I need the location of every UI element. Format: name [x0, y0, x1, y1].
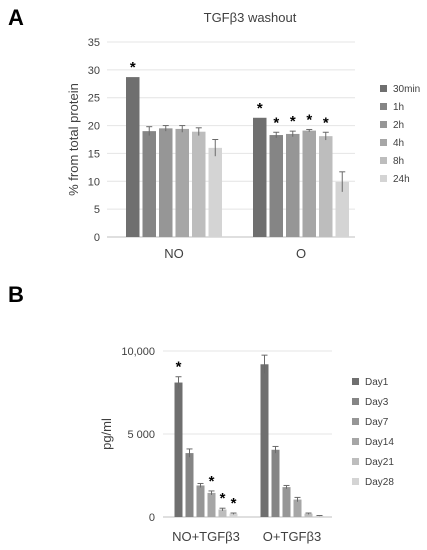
- panel-b-letter: B: [8, 282, 24, 307]
- legend-label: 24h: [393, 174, 410, 185]
- legend-swatch: [380, 157, 387, 164]
- y-tick-label: 5 000: [127, 429, 155, 441]
- bar-day28-1: [229, 513, 238, 517]
- significance-star: *: [323, 114, 329, 131]
- y-tick-label: 15: [88, 148, 100, 160]
- bar-8h-2: [319, 136, 333, 237]
- bar-30min-2: [253, 117, 267, 237]
- legend-label: 8h: [393, 156, 404, 167]
- bar-4h-2: [302, 130, 316, 237]
- legend-label: 4h: [393, 138, 404, 149]
- y-tick-label: 35: [88, 37, 100, 49]
- bar-day14-2: [293, 499, 302, 517]
- bar-day14-1: [207, 492, 216, 517]
- legend-swatch: [380, 139, 387, 146]
- bar-2h-1: [159, 128, 173, 237]
- y-tick-label: 10: [88, 176, 100, 188]
- y-tick-label: 30: [88, 65, 100, 77]
- legend-label: 30min: [393, 84, 420, 95]
- legend-swatch: [380, 121, 387, 128]
- significance-star: *: [176, 359, 182, 376]
- y-tick-label: 20: [88, 121, 100, 133]
- legend-label: Day3: [365, 397, 389, 408]
- y-tick-label: 0: [94, 232, 100, 244]
- bar-day21-1: [218, 509, 227, 517]
- y-axis-label: % from total protein: [66, 83, 81, 196]
- legend-label: Day14: [365, 437, 394, 448]
- chart-a: TGFβ3 washout 0 5 10 15 20 25 30 35 % from total …: [66, 10, 420, 261]
- bar-day28-2: [315, 515, 324, 517]
- bar-4h-1: [175, 128, 189, 237]
- legend-swatch: [352, 478, 359, 485]
- legend-label: 2h: [393, 120, 404, 131]
- bar-day3-2: [271, 449, 280, 517]
- y-tick-label: 5: [94, 204, 100, 216]
- legend-label: Day21: [365, 457, 394, 468]
- bar-day21-2: [304, 513, 313, 517]
- bar-1h-2: [269, 135, 283, 237]
- legend-label: 1h: [393, 102, 404, 113]
- bar-day1-1: [174, 382, 183, 517]
- legend-swatch: [352, 418, 359, 425]
- category-label: NO+TGFβ3: [172, 529, 240, 544]
- category-label: NO: [164, 246, 184, 261]
- legend-swatch: [352, 438, 359, 445]
- significance-star: *: [220, 490, 226, 507]
- category-label: O: [296, 246, 306, 261]
- bar-1h-1: [142, 131, 156, 237]
- y-axis-label: pg/ml: [99, 418, 114, 450]
- bar-day3-1: [185, 453, 194, 517]
- bar-24h-1: [208, 147, 222, 237]
- bar-2h-2: [286, 133, 300, 237]
- significance-star: *: [231, 495, 237, 512]
- bar-day7-2: [282, 487, 291, 517]
- y-tick-label: 25: [88, 93, 100, 105]
- legend-label: Day28: [365, 477, 394, 488]
- significance-star: *: [273, 114, 279, 131]
- legend-label: Day1: [365, 377, 389, 388]
- legend-swatch: [380, 103, 387, 110]
- legend-swatch: [352, 378, 359, 385]
- bar-day7-1: [196, 485, 205, 517]
- category-label: O+TGFβ3: [263, 529, 321, 544]
- legend-label: Day7: [365, 417, 389, 428]
- chart-b: 0 5 000 10,000 pg/ml * * * * NO+TGFβ3 O+TGFβ3 Day1…: [99, 346, 394, 544]
- significance-star: *: [306, 111, 312, 128]
- legend-swatch: [352, 398, 359, 405]
- chart-title: TGFβ3 washout: [204, 10, 297, 25]
- significance-star: *: [130, 59, 136, 76]
- y-tick-label: 10,000: [121, 346, 155, 358]
- legend-swatch: [380, 175, 387, 182]
- bar-30min-1: [126, 77, 140, 237]
- bar-24h-2: [335, 181, 349, 237]
- bar-day1-2: [260, 364, 269, 517]
- significance-star: *: [290, 113, 296, 130]
- panel-a-letter: A: [8, 5, 24, 30]
- significance-star: *: [209, 473, 215, 490]
- legend-swatch: [380, 85, 387, 92]
- significance-star: *: [257, 100, 263, 117]
- bar-8h-1: [192, 131, 206, 237]
- legend-swatch: [352, 458, 359, 465]
- y-tick-label: 0: [149, 512, 155, 524]
